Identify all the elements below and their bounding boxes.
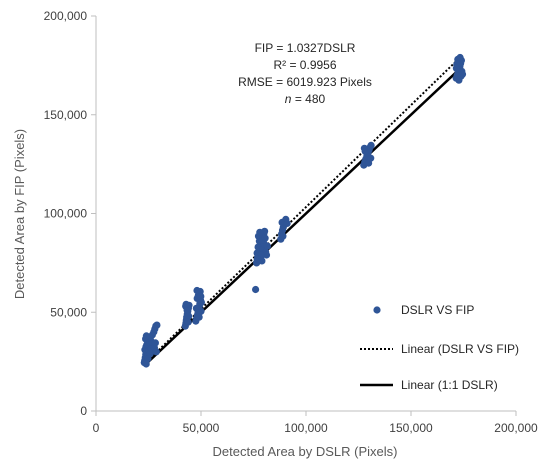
regression-equation: FIP = 1.0327DSLR — [255, 41, 356, 55]
scatter-point — [263, 242, 271, 250]
legend-label-dotted-line: Linear (DSLR VS FIP) — [401, 342, 519, 356]
x-tick-label: 50,000 — [183, 421, 220, 435]
axes: 0 50,000 100,000 150,000 200,000 0 50,000 100,0… — [44, 9, 538, 435]
x-tick-label: 100,000 — [284, 421, 328, 435]
y-tick-label: 100,000 — [44, 207, 88, 221]
scatter-point — [452, 64, 460, 72]
scatter-point — [184, 318, 192, 326]
scatter-point — [183, 306, 191, 314]
y-tick-label: 200,000 — [44, 9, 88, 23]
y-tick-label: 0 — [80, 404, 87, 418]
sample-size-symbol: n — [285, 92, 292, 106]
scatter-point — [455, 76, 463, 84]
scatter-point — [153, 321, 161, 329]
scatter-point — [142, 332, 150, 340]
regression-annotation: FIP = 1.0327DSLR R² = 0.9956 RMSE = 6019… — [238, 41, 372, 106]
scatter-point — [458, 70, 467, 78]
scatter-point — [456, 53, 464, 62]
data-points — [140, 53, 467, 368]
scatter-point — [185, 312, 193, 320]
scatter-point — [261, 234, 269, 242]
scatter-point — [256, 228, 264, 236]
x-tick-label: 200,000 — [494, 421, 538, 435]
scatter-point — [262, 251, 271, 259]
r-squared-label: R² = 0.9956 — [273, 58, 336, 72]
scatter-point — [367, 141, 375, 149]
scatter-point — [142, 360, 150, 368]
legend: DSLR VS FIP Linear (DSLR VS FIP) Linear … — [360, 303, 519, 392]
x-axis-title: Detected Area by DSLR (Pixels) — [213, 444, 398, 459]
scatter-point — [197, 298, 205, 306]
legend-label-scatter: DSLR VS FIP — [401, 303, 474, 317]
scatter-point — [253, 255, 262, 263]
legend-label-solid-line: Linear (1:1 DSLR) — [401, 378, 498, 392]
scatter-point — [197, 292, 205, 300]
sample-size-label: n = 480 — [285, 92, 326, 106]
y-tick-label: 150,000 — [44, 108, 88, 122]
scatter-point — [252, 285, 260, 294]
sample-size-value: = 480 — [291, 92, 325, 106]
x-tick-label: 0 — [93, 421, 100, 435]
scatter-point — [367, 154, 375, 162]
scatter-point — [195, 313, 203, 321]
x-tick-label: 150,000 — [389, 421, 433, 435]
y-tick-label: 50,000 — [50, 305, 87, 319]
legend-marker-scatter — [373, 306, 381, 314]
scatter-point — [283, 219, 291, 227]
scatter-point — [279, 232, 287, 240]
scatter-point — [193, 286, 201, 295]
scatter-point — [152, 348, 160, 356]
scatter-point — [360, 144, 368, 152]
rmse-label: RMSE = 6019.923 Pixels — [238, 75, 372, 89]
scatter-point — [182, 300, 190, 308]
y-axis-title: Detected Area by FIP (Pixels) — [12, 129, 27, 299]
scatter-point — [151, 339, 159, 347]
